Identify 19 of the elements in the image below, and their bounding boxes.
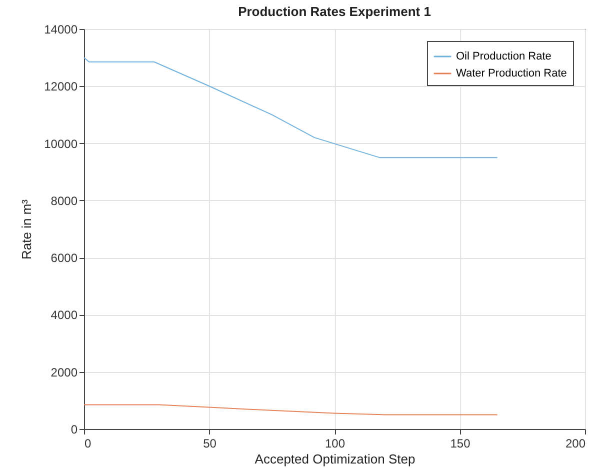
y-tick-label: 14000 (44, 22, 78, 36)
y-tick-label: 0 (70, 422, 78, 436)
x-tick-label: 200 (565, 436, 586, 450)
y-tick-label: 4000 (50, 308, 78, 322)
y-tick-label: 10000 (44, 136, 78, 151)
chart-title: Production Rates Experiment 1 (238, 4, 431, 19)
line-series (84, 404, 498, 416)
y-tick-label: 12000 (44, 80, 78, 94)
x-tick-label: 100 (324, 436, 346, 450)
y-tick-label: 2000 (50, 365, 78, 380)
x-axis-title: Accepted Optimization Step (254, 452, 416, 466)
x-tick-label: 150 (450, 436, 471, 450)
y-tick-label: 6000 (50, 251, 78, 266)
legend-label: Oil Production Rate (456, 50, 552, 62)
y-tick-label: 8000 (50, 194, 78, 208)
y-axis-title: Rate in m³ (19, 198, 34, 260)
legend-label: Water Production Rate (456, 68, 567, 80)
x-tick-label: 50 (203, 436, 217, 450)
x-tick-label: 0 (84, 436, 92, 450)
